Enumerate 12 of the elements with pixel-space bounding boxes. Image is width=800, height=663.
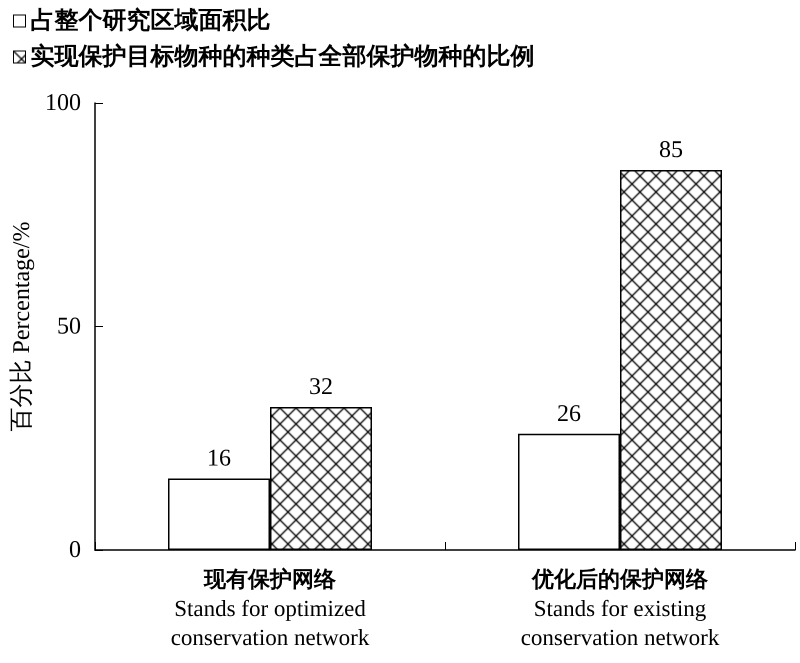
x-tick-label: 优化后的保护网络 Stands for existing conservation network	[520, 566, 720, 650]
y-tick-label: 0	[69, 537, 81, 563]
y-tick-label: 50	[57, 314, 81, 340]
legend-label: 实现保护目标物种的种类占全部保护物种的比例	[30, 43, 534, 70]
data-label: 85	[659, 137, 683, 164]
data-label: 16	[207, 445, 231, 472]
y-tick-label: 100	[45, 90, 81, 116]
y-axis-title: 百分比 Percentage/%	[9, 222, 36, 432]
data-label: 32	[309, 374, 333, 400]
legend-label: 占整个研究区域面积比	[30, 7, 270, 34]
data-label: 26	[557, 400, 581, 427]
x-tick-label: 现有保护网络 Stands for optimized conservation network	[170, 566, 370, 650]
